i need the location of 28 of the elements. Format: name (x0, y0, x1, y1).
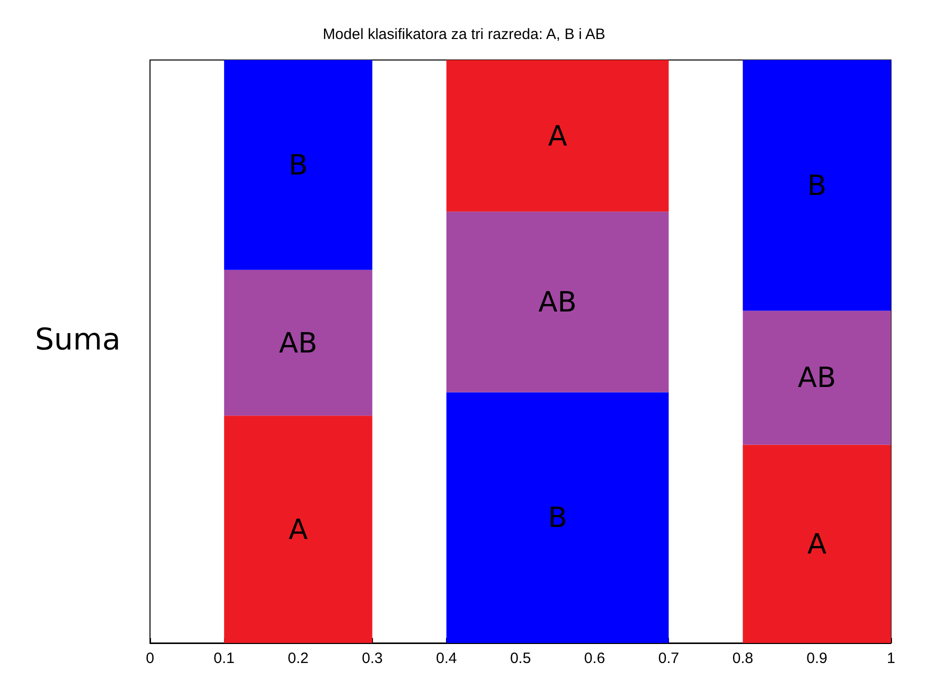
x-tick-label: 0.1 (214, 650, 235, 667)
bar (742, 444, 891, 643)
annotation: AB (279, 326, 318, 360)
annotation: B (548, 501, 568, 534)
y-axis-title: Suma (35, 322, 121, 358)
annotation: A (807, 527, 826, 560)
x-tick-label: 0.3 (362, 650, 383, 667)
x-tick-label: 0.9 (806, 650, 828, 667)
annotation: A (288, 512, 308, 546)
x-tick-label: 0.6 (584, 650, 606, 667)
bar (224, 416, 372, 643)
x-tick-label: 0 (146, 650, 154, 667)
bar (224, 270, 372, 416)
annotation: B (807, 168, 827, 202)
bar (742, 310, 891, 445)
x-tick-label: 0.7 (658, 650, 680, 667)
annotation: A (548, 119, 568, 152)
x-tick-label: 0.4 (436, 650, 457, 667)
annotation: AB (798, 361, 836, 394)
x-tick-label: 1 (886, 650, 896, 667)
x-tick-label: 0.8 (732, 650, 754, 667)
annotation: B (288, 148, 308, 182)
x-tick-label: 0.2 (288, 650, 309, 667)
bar (224, 60, 372, 270)
annotation: AB (538, 285, 577, 318)
bar (742, 60, 891, 311)
chart-title: Model klasifikatora za tri razreda: A, B i AB (322, 26, 606, 43)
x-tick-label: 0.5 (510, 650, 531, 667)
